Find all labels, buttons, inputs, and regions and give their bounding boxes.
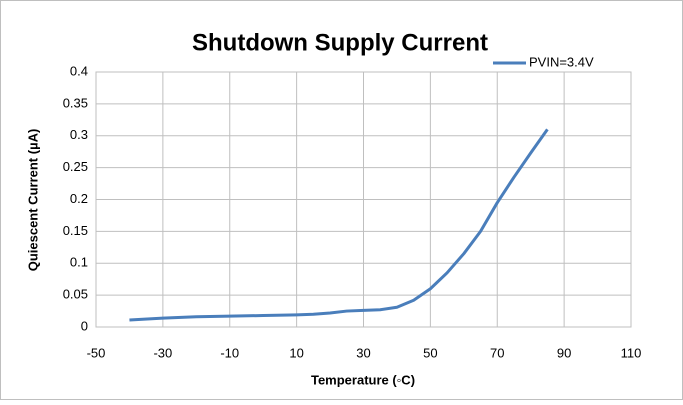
x-tick-label: 70: [490, 345, 504, 360]
y-tick-label: 0.1: [70, 255, 88, 270]
x-axis-label: Temperature (◦C): [311, 372, 415, 387]
chart-title: Shutdown Supply Current: [192, 29, 488, 56]
x-tick-label: 90: [557, 345, 571, 360]
y-tick-label: 0.05: [63, 287, 88, 302]
x-tick-label: 50: [423, 345, 437, 360]
y-tick-label: 0.2: [70, 191, 88, 206]
x-tick-label: -10: [220, 345, 239, 360]
legend-label: PVIN=3.4V: [529, 54, 594, 69]
y-tick-label: 0.4: [70, 63, 88, 78]
plot-border: [95, 71, 632, 328]
x-tick-label: 110: [621, 345, 642, 360]
y-tick-label: 0: [81, 318, 88, 333]
y-tick-label: 0.25: [63, 159, 88, 174]
x-tick-label: 30: [356, 345, 370, 360]
y-tick-label: 0.3: [70, 127, 88, 142]
y-tick-label: 0.35: [63, 95, 88, 110]
x-tick-label: -50: [87, 345, 106, 360]
x-tick-label: 10: [289, 345, 303, 360]
x-tick-label: -30: [153, 345, 172, 360]
y-tick-label: 0.15: [63, 223, 88, 238]
data-line: [129, 128, 549, 322]
y-axis-label: Quiescent Current (µA): [25, 129, 40, 272]
